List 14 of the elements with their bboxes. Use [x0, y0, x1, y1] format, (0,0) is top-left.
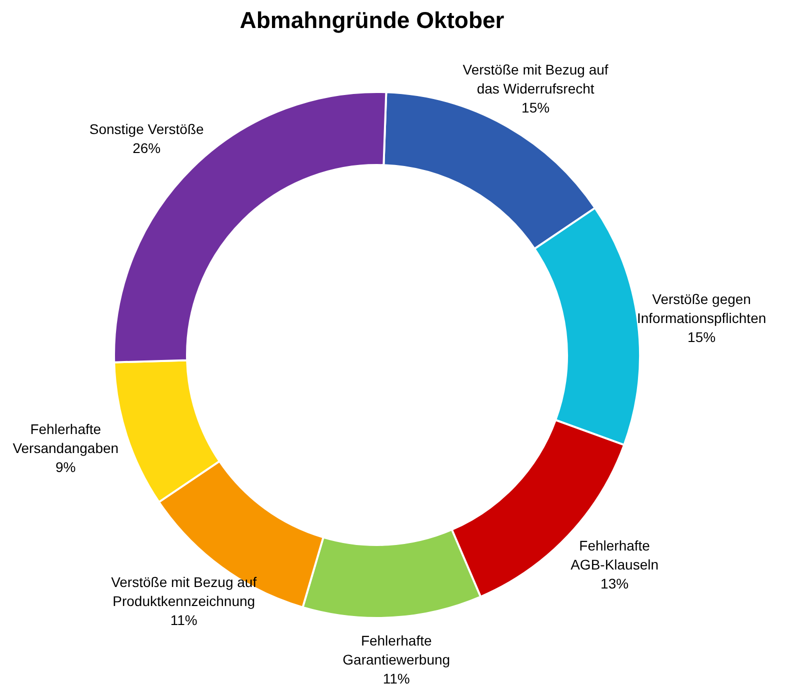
slice-label: Sonstige Verstöße: [89, 121, 204, 138]
data-label: 9%: [56, 459, 76, 476]
slice-label: Fehlerhafte AGB-Klauseln: [570, 538, 659, 573]
slice-label: Fehlerhafte Versandangaben: [12, 421, 119, 456]
slice-label: Verstöße gegen Informationspflichten: [636, 290, 766, 326]
chart-title: Abmahngründe Oktober: [240, 7, 504, 33]
slice-label: Verstöße mit Bezug auf das Widerrufsrecht: [462, 61, 608, 96]
slice-label: Fehlerhafte Garantiewerbung: [342, 632, 450, 668]
data-label: 26%: [132, 140, 161, 156]
data-label: 13%: [600, 576, 629, 592]
data-label: 15%: [522, 99, 550, 116]
data-label: 11%: [382, 670, 410, 686]
data-label: 11%: [170, 612, 198, 628]
data-label: 15%: [688, 328, 716, 345]
